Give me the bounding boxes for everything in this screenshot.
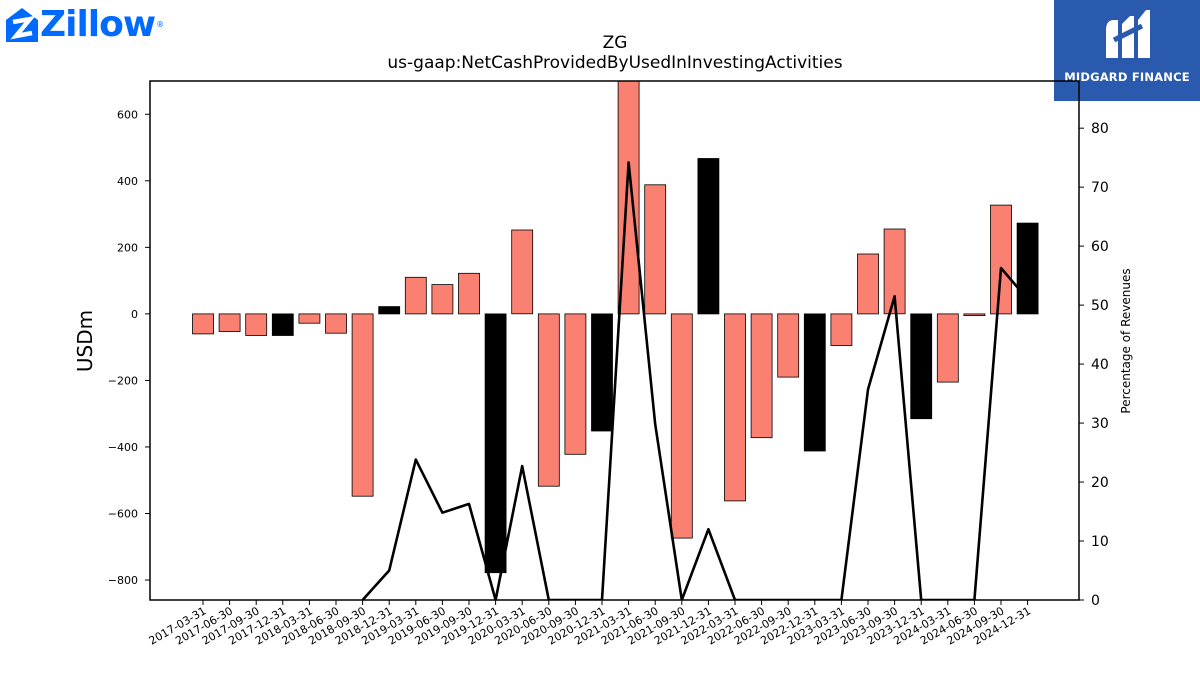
bar-2019-12-31	[484, 313, 507, 574]
y-axis: −800 −600 −400 −200 0 200 400 600	[108, 108, 150, 587]
chart-title: ZG	[603, 33, 628, 53]
y2-tick-label: 20	[1091, 475, 1109, 491]
bar-2022-12-31	[803, 313, 826, 452]
bar-2018-03-31	[298, 313, 321, 324]
bar-2018-12-31	[378, 306, 401, 315]
midgard-finance-logo: MIDGARD FINANCE	[1054, 0, 1200, 101]
y-tick-label: −400	[108, 441, 138, 454]
bar-2017-06-30	[218, 313, 241, 332]
bar-2019-03-31	[404, 276, 427, 315]
y-tick-label: −800	[108, 574, 138, 587]
bar-2023-03-31	[830, 313, 853, 346]
bar-2022-03-31	[724, 313, 746, 502]
bar-2021-09-30	[670, 313, 693, 539]
y2-tick-label: 50	[1091, 298, 1109, 314]
bar-2017-03-31	[192, 313, 214, 335]
y2-tick-label: 30	[1091, 416, 1109, 432]
bar-2023-12-31	[910, 313, 933, 420]
bar-2020-12-31	[591, 313, 613, 432]
midgard-m-icon	[1106, 10, 1150, 58]
bar-2018-06-30	[325, 313, 347, 334]
y-tick-label: −200	[108, 374, 138, 387]
zillow-registered-mark: ®	[156, 20, 165, 29]
bar-2020-03-31	[511, 229, 534, 315]
bar-series	[192, 81, 1039, 574]
zillow-house-icon	[6, 7, 38, 42]
y-tick-label: 200	[117, 241, 138, 254]
y2-tick-label: 60	[1091, 239, 1109, 255]
bar-2024-03-31	[936, 313, 959, 383]
x-axis: 2017-03-312017-06-302017-09-302017-12-31…	[147, 600, 1033, 648]
y-tick-label: 400	[117, 175, 138, 188]
y-tick-label: 0	[131, 308, 138, 321]
bar-2024-12-31	[1016, 222, 1039, 315]
y2-tick-label: 70	[1091, 180, 1109, 196]
bar-2017-12-31	[271, 313, 294, 336]
bar-2018-09-30	[351, 313, 374, 497]
midgard-wordmark: MIDGARD FINANCE	[1064, 70, 1190, 84]
bar-2017-09-30	[245, 313, 268, 336]
bar-2024-06-30	[963, 313, 986, 316]
chart-subtitle: us-gaap:NetCashProvidedByUsedInInvesting…	[387, 53, 842, 73]
y-tick-label: 600	[117, 108, 138, 121]
bar-2024-09-30	[990, 204, 1012, 315]
y2-axis: 0 10 20 30 40 50 60 70 80	[1079, 121, 1109, 609]
bar-2021-06-30	[644, 184, 667, 315]
zillow-wordmark: Zillow	[40, 4, 156, 45]
bar-2021-12-31	[697, 158, 720, 315]
line-series	[361, 161, 1029, 600]
y2-tick-label: 10	[1091, 534, 1109, 550]
y-tick-label: −600	[108, 508, 138, 521]
y2-tick-label: 80	[1091, 121, 1109, 137]
bar-2020-09-30	[564, 313, 587, 455]
percentage-line	[361, 161, 1029, 600]
bar-2023-09-30	[883, 228, 906, 315]
y-axis-label: USDm	[73, 310, 97, 372]
bar-2022-06-30	[750, 313, 773, 439]
zillow-logo: Zillow ®	[4, 4, 164, 45]
bar-2023-06-30	[857, 253, 879, 315]
bar-2020-06-30	[537, 313, 560, 487]
y2-tick-label: 0	[1091, 593, 1100, 609]
bar-2019-06-30	[431, 284, 454, 315]
plot-frame	[149, 80, 1080, 601]
y2-tick-label: 40	[1091, 357, 1109, 373]
y2-axis-label: Percentage of Revenues	[1119, 268, 1133, 413]
bar-2022-09-30	[777, 313, 800, 378]
bar-2019-09-30	[458, 272, 480, 315]
